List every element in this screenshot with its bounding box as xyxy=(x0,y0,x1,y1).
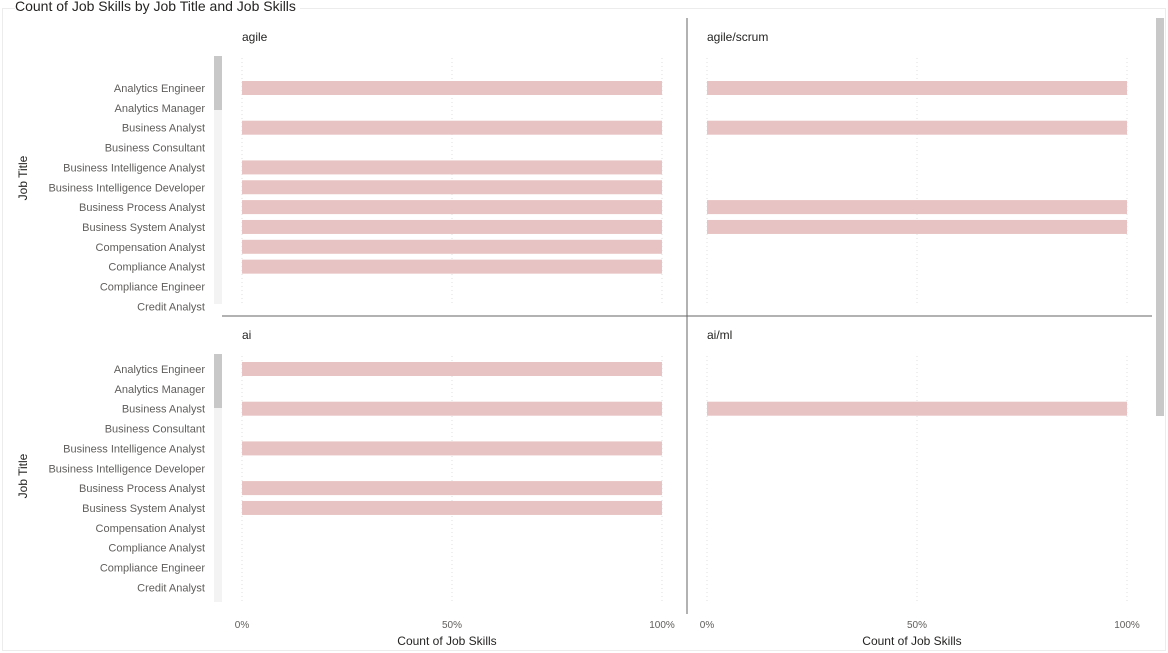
category-label: Business Intelligence Analyst xyxy=(63,443,205,455)
bar-ai-4[interactable] xyxy=(242,441,662,456)
bar-ai-0[interactable] xyxy=(242,362,662,376)
bar-agile-scrum-7[interactable] xyxy=(707,219,1127,234)
category-label: Credit Analyst xyxy=(137,582,205,594)
category-label: Compliance Engineer xyxy=(100,282,206,294)
bar-agile-scrum-6[interactable] xyxy=(707,200,1127,215)
category-label: Compensation Analyst xyxy=(96,242,205,254)
bar-ai-2[interactable] xyxy=(242,401,662,416)
bar-agile-9[interactable] xyxy=(242,259,662,274)
bar-agile-scrum-2[interactable] xyxy=(707,120,1127,135)
bar-agile-2[interactable] xyxy=(242,120,662,135)
category-label: Credit Analyst xyxy=(137,301,205,313)
category-label: Business Consultant xyxy=(105,143,205,155)
category-label: Analytics Manager xyxy=(115,103,206,115)
panel-title-ai: ai xyxy=(242,328,251,342)
category-scroll-thumb[interactable] xyxy=(214,56,222,110)
bar-agile-8[interactable] xyxy=(242,239,662,254)
panel-title-agile-scrum: agile/scrum xyxy=(707,30,768,44)
x-tick-label: 100% xyxy=(649,620,675,631)
category-label: Compliance Analyst xyxy=(108,543,205,555)
category-label: Business Intelligence Developer xyxy=(48,463,205,475)
category-label: Analytics Engineer xyxy=(114,364,205,376)
category-scroll-thumb[interactable] xyxy=(214,354,222,408)
bar-agile-7[interactable] xyxy=(242,219,662,234)
bar-ai-6[interactable] xyxy=(242,481,662,496)
scrollbar-thumb[interactable] xyxy=(1156,18,1164,416)
bar-ai-7[interactable] xyxy=(242,500,662,515)
x-axis-title: Count of Job Skills xyxy=(862,634,961,648)
bar-agile-4[interactable] xyxy=(242,160,662,175)
x-tick-label: 100% xyxy=(1114,620,1140,631)
chart-title: Count of Job Skills by Job Title and Job… xyxy=(15,0,300,14)
bar-agile-scrum-0[interactable] xyxy=(707,81,1127,95)
y-axis-title: Job Title xyxy=(16,155,30,200)
category-label: Business Intelligence Developer xyxy=(48,182,205,194)
x-axis-title: Count of Job Skills xyxy=(397,634,496,648)
x-tick-label: 50% xyxy=(907,620,927,631)
y-axis-title: Job Title xyxy=(16,453,30,498)
category-label: Business Process Analyst xyxy=(79,483,205,495)
category-label: Business System Analyst xyxy=(82,222,205,234)
category-label: Business Analyst xyxy=(122,123,205,135)
bar-agile-5[interactable] xyxy=(242,180,662,195)
bar-agile-0[interactable] xyxy=(242,81,662,95)
category-label: Business Analyst xyxy=(122,404,205,416)
category-label: Analytics Engineer xyxy=(114,83,205,95)
category-scroll-track[interactable] xyxy=(214,354,222,602)
category-label: Business Intelligence Analyst xyxy=(63,162,205,174)
x-tick-label: 0% xyxy=(235,620,250,631)
category-label: Business Consultant xyxy=(105,424,205,436)
category-label: Compliance Engineer xyxy=(100,563,206,575)
category-scroll-track[interactable] xyxy=(214,56,222,304)
category-label: Compliance Analyst xyxy=(108,262,205,274)
panel-title-agile: agile xyxy=(242,30,268,44)
category-label: Business System Analyst xyxy=(82,503,205,515)
category-label: Compensation Analyst xyxy=(96,523,205,535)
x-tick-label: 0% xyxy=(700,620,715,631)
visual-frame xyxy=(2,8,1166,651)
category-label: Analytics Manager xyxy=(115,384,206,396)
category-label: Business Process Analyst xyxy=(79,202,205,214)
panel-title-ai-ml: ai/ml xyxy=(707,328,732,342)
bar-agile-6[interactable] xyxy=(242,200,662,215)
bar-ai-ml-2[interactable] xyxy=(707,401,1127,416)
x-tick-label: 50% xyxy=(442,620,462,631)
